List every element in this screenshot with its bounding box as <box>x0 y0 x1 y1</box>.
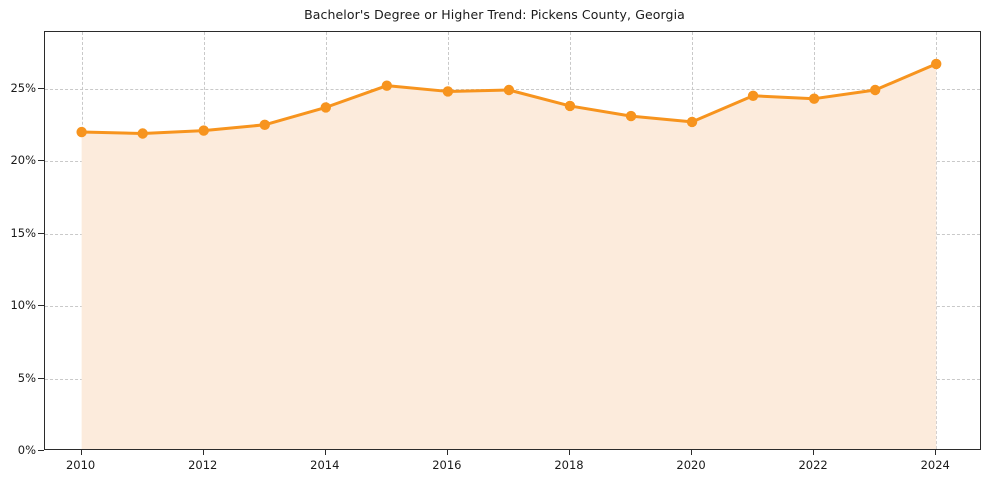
x-axis-tick-label: 2014 <box>310 458 340 472</box>
x-axis-tick-label: 2024 <box>920 458 950 472</box>
data-point <box>869 84 881 96</box>
x-axis-tick-mark <box>568 450 570 455</box>
data-point <box>564 100 576 112</box>
y-axis-tick-label: 25% <box>10 80 36 95</box>
y-axis-tick-mark <box>38 305 44 307</box>
y-axis-tick-label: 0% <box>17 443 36 457</box>
y-axis-tick-label: 10% <box>10 298 36 313</box>
data-point <box>931 58 942 70</box>
x-axis-tick-label: 2018 <box>554 458 584 472</box>
x-axis-tick-mark <box>80 450 82 455</box>
plot-area <box>44 31 981 450</box>
data-point-markers <box>76 58 942 139</box>
data-point <box>503 84 515 96</box>
y-axis-tick-label: 20% <box>10 153 36 168</box>
data-point <box>686 116 698 128</box>
x-axis-tick-label: 2012 <box>188 458 218 472</box>
data-point <box>198 125 209 136</box>
x-axis-tick-mark <box>813 450 815 455</box>
chart-title: Bachelor's Degree or Higher Trend: Picke… <box>304 7 685 22</box>
data-point <box>320 102 331 113</box>
area-fill <box>81 63 937 449</box>
x-axis-tick-mark <box>935 450 937 455</box>
data-point <box>808 93 820 104</box>
y-axis-tick-label: 15% <box>10 225 36 240</box>
x-axis-tick-label: 2022 <box>798 458 828 472</box>
x-axis-tick-label: 2010 <box>65 458 96 472</box>
data-point <box>625 110 637 122</box>
data-point <box>381 80 393 91</box>
data-point <box>137 128 148 139</box>
data-point <box>442 86 454 97</box>
y-axis-tick-mark <box>38 450 44 451</box>
data-point <box>747 90 759 101</box>
y-axis-tick-label: 5% <box>17 370 36 385</box>
data-point <box>76 126 87 138</box>
gridline-vertical <box>936 32 938 449</box>
y-axis-tick-mark <box>38 377 44 379</box>
x-axis-tick-mark <box>324 450 326 455</box>
x-axis-tick-mark <box>446 450 448 455</box>
x-axis-tick-label: 2016 <box>432 458 462 472</box>
x-axis-tick-mark <box>202 450 204 455</box>
y-axis-tick-mark <box>38 160 44 162</box>
x-axis-tick-label: 2020 <box>676 458 706 472</box>
y-axis-tick-mark <box>38 232 44 234</box>
data-point <box>259 119 270 130</box>
x-axis-tick-mark <box>691 450 693 455</box>
y-axis-tick-mark <box>38 87 44 89</box>
series-area-line <box>76 58 942 449</box>
